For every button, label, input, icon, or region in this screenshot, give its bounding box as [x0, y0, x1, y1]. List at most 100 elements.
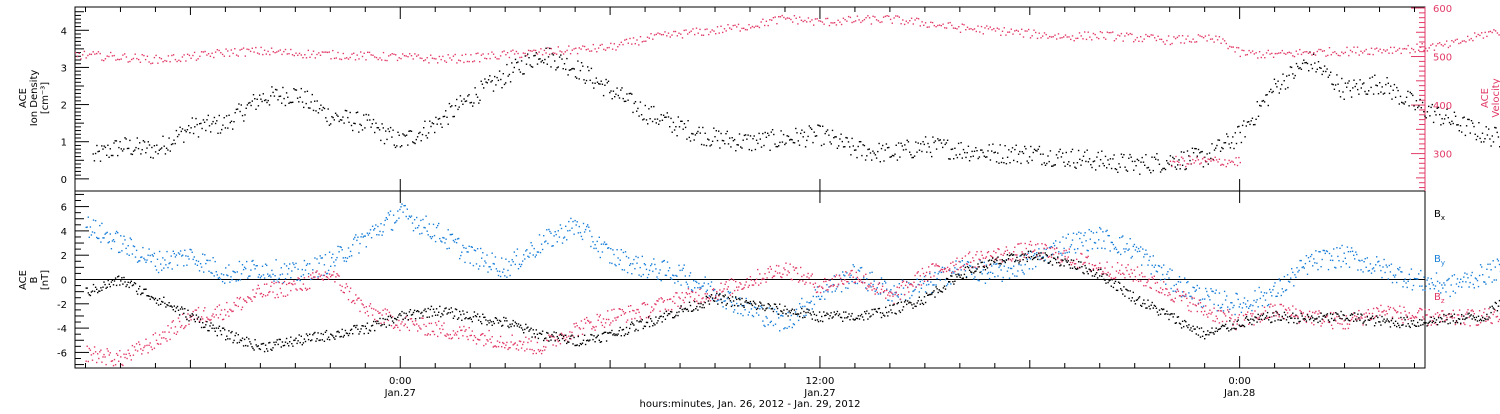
data-point — [733, 25, 734, 26]
data-point — [958, 26, 959, 27]
data-point — [1189, 41, 1190, 42]
data-point — [586, 80, 587, 81]
data-point — [909, 20, 910, 21]
data-point — [712, 29, 713, 30]
data-point — [250, 269, 251, 270]
data-point — [1422, 43, 1423, 44]
data-point — [613, 91, 614, 92]
data-point — [1081, 242, 1082, 243]
data-point — [575, 48, 576, 49]
data-point — [872, 151, 873, 152]
data-point — [77, 56, 78, 57]
data-point — [132, 253, 133, 254]
data-point — [750, 27, 751, 28]
data-point — [358, 252, 359, 253]
data-point — [696, 282, 697, 283]
data-point — [838, 145, 839, 146]
data-point — [444, 60, 445, 61]
data-point — [790, 139, 791, 140]
data-point — [1280, 52, 1281, 53]
data-point — [1320, 68, 1321, 69]
data-point — [213, 57, 214, 58]
data-point — [612, 249, 613, 250]
data-point — [900, 143, 901, 144]
data-point — [1467, 119, 1468, 120]
data-point — [157, 153, 158, 154]
data-point — [430, 236, 431, 237]
data-point — [408, 218, 409, 219]
data-point — [1449, 122, 1450, 123]
data-point — [817, 18, 818, 19]
data-point — [875, 291, 876, 292]
data-point — [915, 141, 916, 142]
data-point — [254, 98, 255, 99]
data-point — [1148, 260, 1149, 261]
data-point — [606, 244, 607, 245]
data-point — [304, 260, 305, 261]
data-point — [357, 237, 358, 238]
data-point — [1066, 152, 1067, 153]
data-point — [1007, 32, 1008, 33]
data-point — [1169, 164, 1170, 165]
data-point — [1228, 160, 1229, 161]
data-point — [1002, 281, 1003, 282]
data-point — [518, 268, 519, 269]
data-point — [853, 264, 854, 265]
data-point — [1177, 37, 1178, 38]
data-point — [489, 75, 490, 76]
data-point — [782, 15, 783, 16]
data-point — [187, 129, 188, 130]
data-point — [603, 95, 604, 96]
data-point — [853, 21, 854, 22]
data-point — [678, 265, 679, 266]
data-point — [619, 44, 620, 45]
data-point — [646, 119, 647, 120]
data-point — [1098, 38, 1099, 39]
data-point — [1273, 91, 1274, 92]
data-point — [249, 275, 250, 276]
data-point — [318, 263, 319, 264]
data-point — [602, 251, 603, 252]
data-point — [199, 270, 200, 271]
data-point — [475, 250, 476, 251]
data-point — [105, 58, 106, 59]
data-point — [1231, 142, 1232, 143]
data-point — [1495, 30, 1496, 31]
data-point — [198, 261, 199, 262]
data-point — [593, 87, 594, 88]
tick-label-velocity: 600 — [1433, 4, 1452, 15]
data-point — [640, 101, 641, 102]
data-point — [658, 273, 659, 274]
data-point — [1004, 266, 1005, 267]
data-point — [492, 253, 493, 254]
data-point — [1478, 122, 1479, 123]
data-point — [1406, 48, 1407, 49]
data-point — [130, 153, 131, 154]
data-point — [1319, 67, 1320, 68]
data-point — [766, 21, 767, 22]
data-point — [668, 33, 669, 34]
data-point — [707, 138, 708, 139]
data-point — [675, 126, 676, 127]
data-point — [970, 156, 971, 157]
data-point — [493, 54, 494, 55]
data-point — [1086, 39, 1087, 40]
data-point — [598, 47, 599, 48]
data-point — [469, 246, 470, 247]
data-point — [150, 157, 151, 158]
data-point — [260, 47, 261, 48]
data-point — [419, 132, 420, 133]
data-point — [398, 218, 399, 219]
data-point — [299, 97, 300, 98]
data-point — [391, 136, 392, 137]
data-point — [1242, 125, 1243, 126]
data-point — [1030, 146, 1031, 147]
data-point — [587, 48, 588, 49]
data-point — [1383, 49, 1384, 50]
data-point — [1165, 169, 1166, 170]
data-point — [425, 59, 426, 60]
data-point — [166, 251, 167, 252]
data-point — [1249, 124, 1250, 125]
data-point — [452, 234, 453, 235]
data-point — [1466, 125, 1467, 126]
